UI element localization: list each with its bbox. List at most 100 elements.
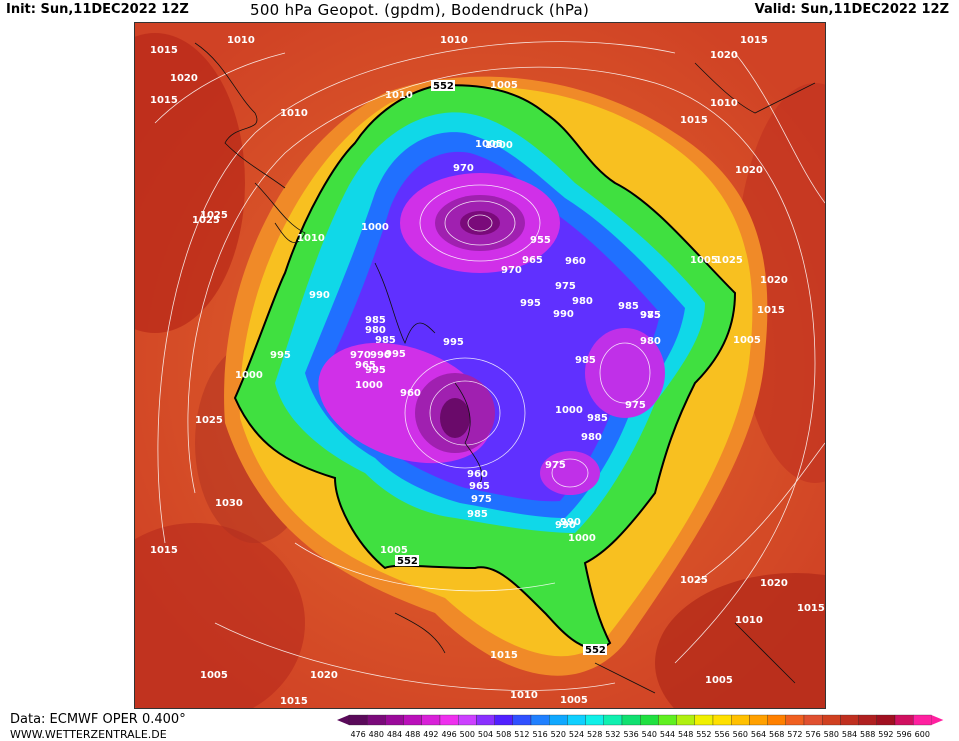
colorbar-tick-label: 496 bbox=[441, 730, 456, 739]
colorbar-swatch bbox=[803, 714, 823, 726]
pressure-label: 985 bbox=[640, 310, 661, 321]
colorbar-swatch bbox=[567, 714, 586, 726]
colorbar-tick-label: 580 bbox=[824, 730, 839, 739]
colorbar-swatch bbox=[421, 714, 441, 726]
pressure-label: 1015 bbox=[490, 650, 518, 661]
colorbar-tick-label: 524 bbox=[569, 730, 584, 739]
pressure-label: 1005 bbox=[560, 695, 588, 706]
colorbar-tick-label: 488 bbox=[405, 730, 420, 739]
pressure-label: 995 bbox=[365, 365, 386, 376]
pressure-label: 990 bbox=[553, 309, 574, 320]
colorbar-tick-label: 572 bbox=[787, 730, 802, 739]
colorbar-tick-label: 508 bbox=[496, 730, 511, 739]
pressure-label: 985 bbox=[375, 335, 396, 346]
pressure-label: 552 bbox=[585, 645, 606, 656]
colorbar-swatch bbox=[385, 714, 404, 726]
pressure-label: 1020 bbox=[760, 275, 788, 286]
pressure-label: 1010 bbox=[440, 35, 468, 46]
pressure-label: 985 bbox=[467, 509, 488, 520]
init-time: Init: Sun,11DEC2022 12Z bbox=[6, 2, 189, 17]
pressure-label: 990 bbox=[370, 350, 391, 361]
pressure-label: 1005 bbox=[200, 670, 228, 681]
pressure-label: 975 bbox=[625, 400, 646, 411]
colorbar-tick-label: 568 bbox=[769, 730, 784, 739]
website: WWW.WETTERZENTRALE.DE bbox=[10, 728, 167, 741]
pressure-label: 960 bbox=[400, 388, 421, 399]
colorbar-tick-label: 516 bbox=[532, 730, 547, 739]
colorbar-swatch bbox=[858, 714, 877, 726]
pressure-label: 980 bbox=[640, 336, 661, 347]
pressure-label: 990 bbox=[555, 520, 576, 531]
colorbar-swatch bbox=[767, 714, 786, 726]
pressure-label: 1010 bbox=[280, 108, 308, 119]
colorbar-tick-label: 548 bbox=[678, 730, 693, 739]
pressure-label: 1010 bbox=[227, 35, 255, 46]
colorbar-swatch bbox=[530, 714, 550, 726]
colorbar-tick-label: 480 bbox=[369, 730, 384, 739]
pressure-label: 1005 bbox=[490, 80, 518, 91]
colorbar-swatch bbox=[749, 714, 768, 726]
pressure-label: 985 bbox=[365, 315, 386, 326]
pressure-label: 1020 bbox=[710, 50, 738, 61]
contour-label-box bbox=[431, 80, 455, 91]
contour-label-box bbox=[583, 644, 607, 655]
pressure-label: 975 bbox=[471, 494, 492, 505]
pressure-label: 1005 bbox=[705, 675, 733, 686]
colorbar-tick-label: 592 bbox=[878, 730, 893, 739]
colorbar-swatch bbox=[712, 714, 732, 726]
colorbar: 476 480 484 488 492 496 500 504 508 512 516 520 524 5… bbox=[337, 714, 944, 739]
colorbar-swatch bbox=[640, 714, 659, 726]
pressure-label: 1030 bbox=[215, 498, 243, 509]
colorbar-tick-label: 528 bbox=[587, 730, 602, 739]
pressure-label: 995 bbox=[443, 337, 464, 348]
pressure-label: 1025 bbox=[200, 210, 228, 221]
pressure-label: 552 bbox=[433, 81, 454, 92]
colorbar-swatch bbox=[603, 714, 623, 726]
colorbar-tick-label: 476 bbox=[350, 730, 365, 739]
colorbar-tick-label: 560 bbox=[733, 730, 748, 739]
pressure-label: 980 bbox=[572, 296, 593, 307]
colorbar-swatch bbox=[348, 714, 368, 726]
pressure-label: 1020 bbox=[735, 165, 763, 176]
colorbar-tick-label: 540 bbox=[642, 730, 657, 739]
pressure-label: 1025 bbox=[195, 415, 223, 426]
pressure-label: 990 bbox=[560, 517, 581, 528]
colorbar-right-arrow bbox=[931, 715, 944, 725]
pressure-label: 1010 bbox=[735, 615, 763, 626]
colorbar-tick-label: 600 bbox=[915, 730, 930, 739]
pressure-label: 1015 bbox=[150, 95, 178, 106]
pressure-label: 1010 bbox=[297, 233, 325, 244]
pressure-label: 1010 bbox=[385, 90, 413, 101]
pressure-label: 1015 bbox=[680, 115, 708, 126]
pressure-label: 1025 bbox=[680, 575, 708, 586]
pressure-label: 1015 bbox=[280, 696, 308, 707]
colorbar-swatch bbox=[876, 714, 896, 726]
pressure-label: 1010 bbox=[510, 690, 538, 701]
colorbar-tick-label: 492 bbox=[423, 730, 438, 739]
colorbar-swatch bbox=[476, 714, 495, 726]
colorbar-swatch bbox=[403, 714, 422, 726]
pressure-label: 975 bbox=[545, 460, 566, 471]
colorbar-tick-label: 556 bbox=[714, 730, 729, 739]
pressure-label: 970 bbox=[453, 163, 474, 174]
data-source: Data: ECMWF OPER 0.400° bbox=[10, 712, 186, 727]
colorbar-tick-label: 500 bbox=[460, 730, 475, 739]
pressure-label: 990 bbox=[309, 290, 330, 301]
pressure-label: 1020 bbox=[310, 670, 338, 681]
colorbar-swatch bbox=[676, 714, 695, 726]
pressure-label: 1015 bbox=[740, 35, 768, 46]
colorbar-tick-label: 584 bbox=[842, 730, 857, 739]
colorbar-tick-label: 504 bbox=[478, 730, 493, 739]
colorbar-swatch bbox=[658, 714, 677, 726]
pressure-label: 1010 bbox=[710, 98, 738, 109]
colorbar-swatch bbox=[694, 714, 714, 726]
colorbar-swatch bbox=[840, 714, 859, 726]
colorbar-tick-label: 484 bbox=[387, 730, 402, 739]
colorbar-tick-label: 536 bbox=[623, 730, 638, 739]
pressure-label: 1025 bbox=[192, 215, 220, 226]
colorbar-swatch bbox=[367, 714, 386, 726]
pressure-labels: 1010101510201015101010101005552101010101… bbox=[150, 35, 825, 707]
map-title: 500 hPa Geopot. (gpdm), Bodendruck (hPa) bbox=[250, 1, 590, 19]
colorbar-swatch bbox=[913, 714, 932, 726]
pressure-label: 1005 bbox=[690, 255, 718, 266]
